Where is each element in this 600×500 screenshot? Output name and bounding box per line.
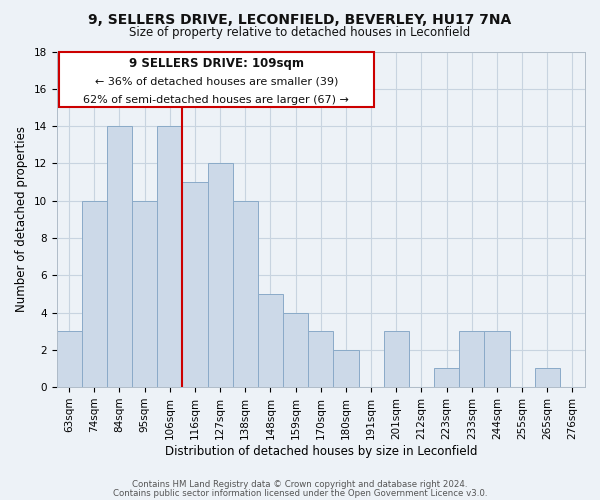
Text: ← 36% of detached houses are smaller (39): ← 36% of detached houses are smaller (39… — [95, 77, 338, 87]
Text: 9, SELLERS DRIVE, LECONFIELD, BEVERLEY, HU17 7NA: 9, SELLERS DRIVE, LECONFIELD, BEVERLEY, … — [88, 12, 512, 26]
Text: Contains HM Land Registry data © Crown copyright and database right 2024.: Contains HM Land Registry data © Crown c… — [132, 480, 468, 489]
Bar — [182, 182, 208, 387]
Bar — [132, 200, 157, 387]
Bar — [283, 312, 308, 387]
Bar — [208, 164, 233, 387]
X-axis label: Distribution of detached houses by size in Leconfield: Distribution of detached houses by size … — [164, 444, 477, 458]
Bar — [459, 331, 484, 387]
Bar — [157, 126, 182, 387]
Bar — [434, 368, 459, 387]
Y-axis label: Number of detached properties: Number of detached properties — [15, 126, 28, 312]
Bar — [535, 368, 560, 387]
Text: Contains public sector information licensed under the Open Government Licence v3: Contains public sector information licen… — [113, 489, 487, 498]
Bar — [233, 200, 258, 387]
Bar — [484, 331, 509, 387]
Bar — [258, 294, 283, 387]
FancyBboxPatch shape — [59, 52, 374, 107]
Bar — [56, 331, 82, 387]
Text: 62% of semi-detached houses are larger (67) →: 62% of semi-detached houses are larger (… — [83, 94, 349, 104]
Text: Size of property relative to detached houses in Leconfield: Size of property relative to detached ho… — [130, 26, 470, 39]
Text: 9 SELLERS DRIVE: 109sqm: 9 SELLERS DRIVE: 109sqm — [129, 57, 304, 70]
Bar — [82, 200, 107, 387]
Bar — [334, 350, 359, 387]
Bar — [107, 126, 132, 387]
Bar — [308, 331, 334, 387]
Bar — [383, 331, 409, 387]
